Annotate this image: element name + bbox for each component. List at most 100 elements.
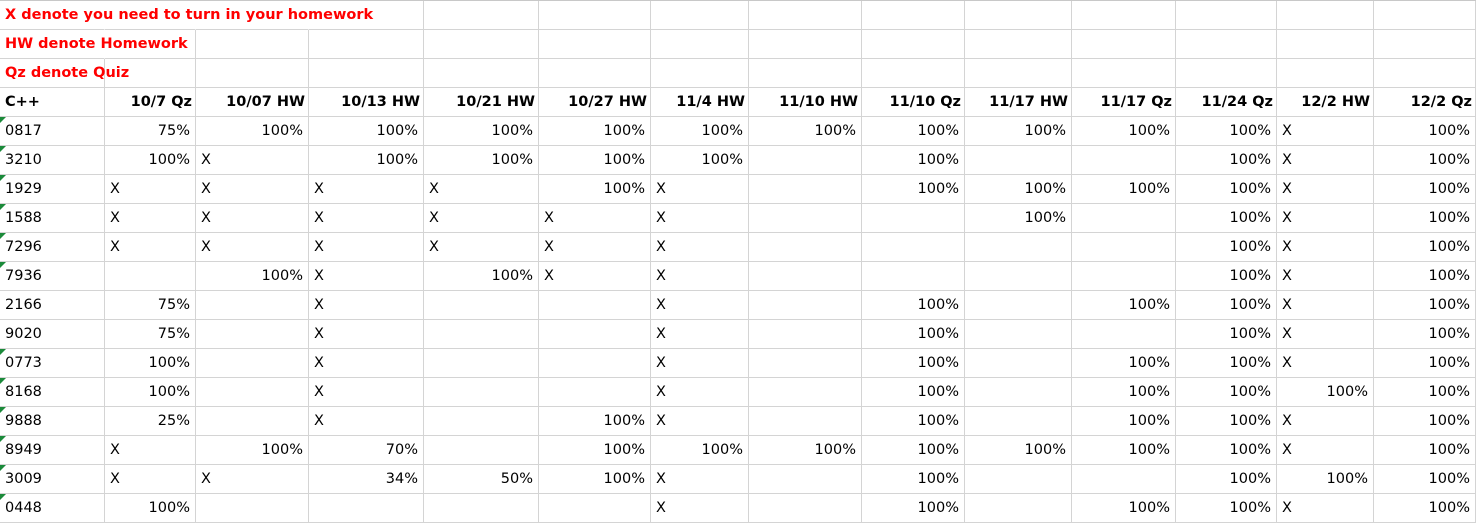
grade-cell[interactable]: 100%	[1176, 407, 1277, 436]
grade-cell[interactable]	[196, 378, 309, 407]
grade-cell[interactable]: 100%	[965, 204, 1072, 233]
grade-cell[interactable]	[965, 465, 1072, 494]
grade-cell[interactable]	[424, 378, 539, 407]
grade-cell[interactable]: 100%	[1072, 378, 1176, 407]
sheet-cell[interactable]	[749, 59, 862, 88]
grade-cell[interactable]: X	[309, 233, 424, 262]
sheet-cell[interactable]	[862, 1, 965, 30]
grade-cell[interactable]: X	[105, 465, 196, 494]
sheet-cell[interactable]	[1072, 1, 1176, 30]
grade-cell[interactable]: 100%	[862, 291, 965, 320]
student-id-cell[interactable]: 2166	[0, 291, 105, 320]
grade-cell[interactable]: X	[309, 349, 424, 378]
grade-cell[interactable]	[965, 262, 1072, 291]
column-header-course[interactable]: C++	[0, 88, 105, 117]
grade-cell[interactable]: X	[651, 465, 749, 494]
grade-cell[interactable]: 100%	[1176, 378, 1277, 407]
grade-cell[interactable]: X	[651, 378, 749, 407]
grade-cell[interactable]: X	[1277, 494, 1374, 523]
grade-cell[interactable]	[424, 494, 539, 523]
grade-cell[interactable]: X	[1277, 320, 1374, 349]
grade-cell[interactable]	[1072, 204, 1176, 233]
student-id-cell[interactable]: 0773	[0, 349, 105, 378]
grade-cell[interactable]	[1072, 146, 1176, 175]
sheet-cell[interactable]	[196, 59, 309, 88]
grade-cell[interactable]: 100%	[1176, 494, 1277, 523]
grade-cell[interactable]: 100%	[1072, 291, 1176, 320]
grade-cell[interactable]: 100%	[309, 117, 424, 146]
grade-cell[interactable]: X	[1277, 262, 1374, 291]
student-id-cell[interactable]: 1929	[0, 175, 105, 204]
grade-cell[interactable]: X	[424, 204, 539, 233]
grade-cell[interactable]: 100%	[1176, 146, 1277, 175]
student-id-cell[interactable]: 8949	[0, 436, 105, 465]
grade-cell[interactable]: X	[651, 407, 749, 436]
grade-cell[interactable]: 100%	[749, 436, 862, 465]
grade-cell[interactable]: 100%	[862, 117, 965, 146]
grade-cell[interactable]: 100%	[1072, 436, 1176, 465]
grade-cell[interactable]	[749, 465, 862, 494]
grade-cell[interactable]: X	[105, 204, 196, 233]
grade-cell[interactable]: X	[309, 320, 424, 349]
grade-cell[interactable]: 70%	[309, 436, 424, 465]
grade-cell[interactable]: X	[651, 204, 749, 233]
grade-cell[interactable]: X	[105, 175, 196, 204]
grade-cell[interactable]: 100%	[965, 175, 1072, 204]
grade-cell[interactable]: 100%	[749, 117, 862, 146]
sheet-cell[interactable]	[539, 30, 651, 59]
grade-cell[interactable]: 100%	[196, 262, 309, 291]
sheet-cell[interactable]	[965, 1, 1072, 30]
sheet-cell[interactable]	[651, 30, 749, 59]
sheet-cell[interactable]	[105, 59, 196, 88]
sheet-cell[interactable]	[0, 59, 105, 88]
sheet-cell[interactable]	[1374, 146, 1476, 175]
sheet-cell[interactable]	[1374, 349, 1476, 378]
sheet-cell[interactable]	[1374, 320, 1476, 349]
grade-cell[interactable]: X	[651, 262, 749, 291]
grade-cell[interactable]: 100%	[539, 407, 651, 436]
grade-cell[interactable]: 100%	[1277, 378, 1374, 407]
grade-cell[interactable]: 100%	[105, 494, 196, 523]
sheet-cell[interactable]	[1374, 407, 1476, 436]
sheet-cell[interactable]	[1374, 465, 1476, 494]
grade-cell[interactable]	[749, 494, 862, 523]
grade-cell[interactable]	[105, 262, 196, 291]
grade-cell[interactable]: 100%	[105, 378, 196, 407]
sheet-cell[interactable]	[0, 1, 105, 30]
grade-cell[interactable]: X	[651, 291, 749, 320]
sheet-cell[interactable]	[0, 30, 105, 59]
grade-cell[interactable]: 100%	[862, 349, 965, 378]
sheet-cell[interactable]	[1374, 233, 1476, 262]
student-id-cell[interactable]: 9020	[0, 320, 105, 349]
sheet-cell[interactable]	[651, 1, 749, 30]
sheet-cell[interactable]	[862, 59, 965, 88]
grade-cell[interactable]: X	[424, 233, 539, 262]
sheet-cell[interactable]	[196, 30, 309, 59]
grade-cell[interactable]	[1072, 465, 1176, 494]
sheet-cell[interactable]	[1374, 1, 1476, 30]
sheet-cell[interactable]	[539, 59, 651, 88]
column-header[interactable]: 10/7 Qz	[105, 88, 196, 117]
grade-cell[interactable]: 100%	[651, 117, 749, 146]
column-header[interactable]: 10/21 HW	[424, 88, 539, 117]
grade-cell[interactable]: 100%	[309, 146, 424, 175]
grade-cell[interactable]	[424, 436, 539, 465]
column-header[interactable]: 12/2 HW	[1277, 88, 1374, 117]
grade-cell[interactable]: X	[651, 320, 749, 349]
sheet-cell[interactable]	[105, 1, 196, 30]
column-header[interactable]: 12/2 Qz	[1374, 88, 1476, 117]
sheet-cell[interactable]	[424, 59, 539, 88]
grade-cell[interactable]: X	[1277, 175, 1374, 204]
sheet-cell[interactable]	[309, 30, 424, 59]
grade-cell[interactable]	[965, 233, 1072, 262]
grade-cell[interactable]: 100%	[1176, 117, 1277, 146]
column-header[interactable]: 10/13 HW	[309, 88, 424, 117]
grade-cell[interactable]	[424, 407, 539, 436]
sheet-cell[interactable]	[1176, 30, 1277, 59]
grade-cell[interactable]	[539, 291, 651, 320]
grade-cell[interactable]	[196, 494, 309, 523]
grade-cell[interactable]: X	[309, 175, 424, 204]
grade-cell[interactable]: 100%	[424, 117, 539, 146]
sheet-cell[interactable]	[309, 1, 424, 30]
grade-cell[interactable]: 100%	[862, 494, 965, 523]
